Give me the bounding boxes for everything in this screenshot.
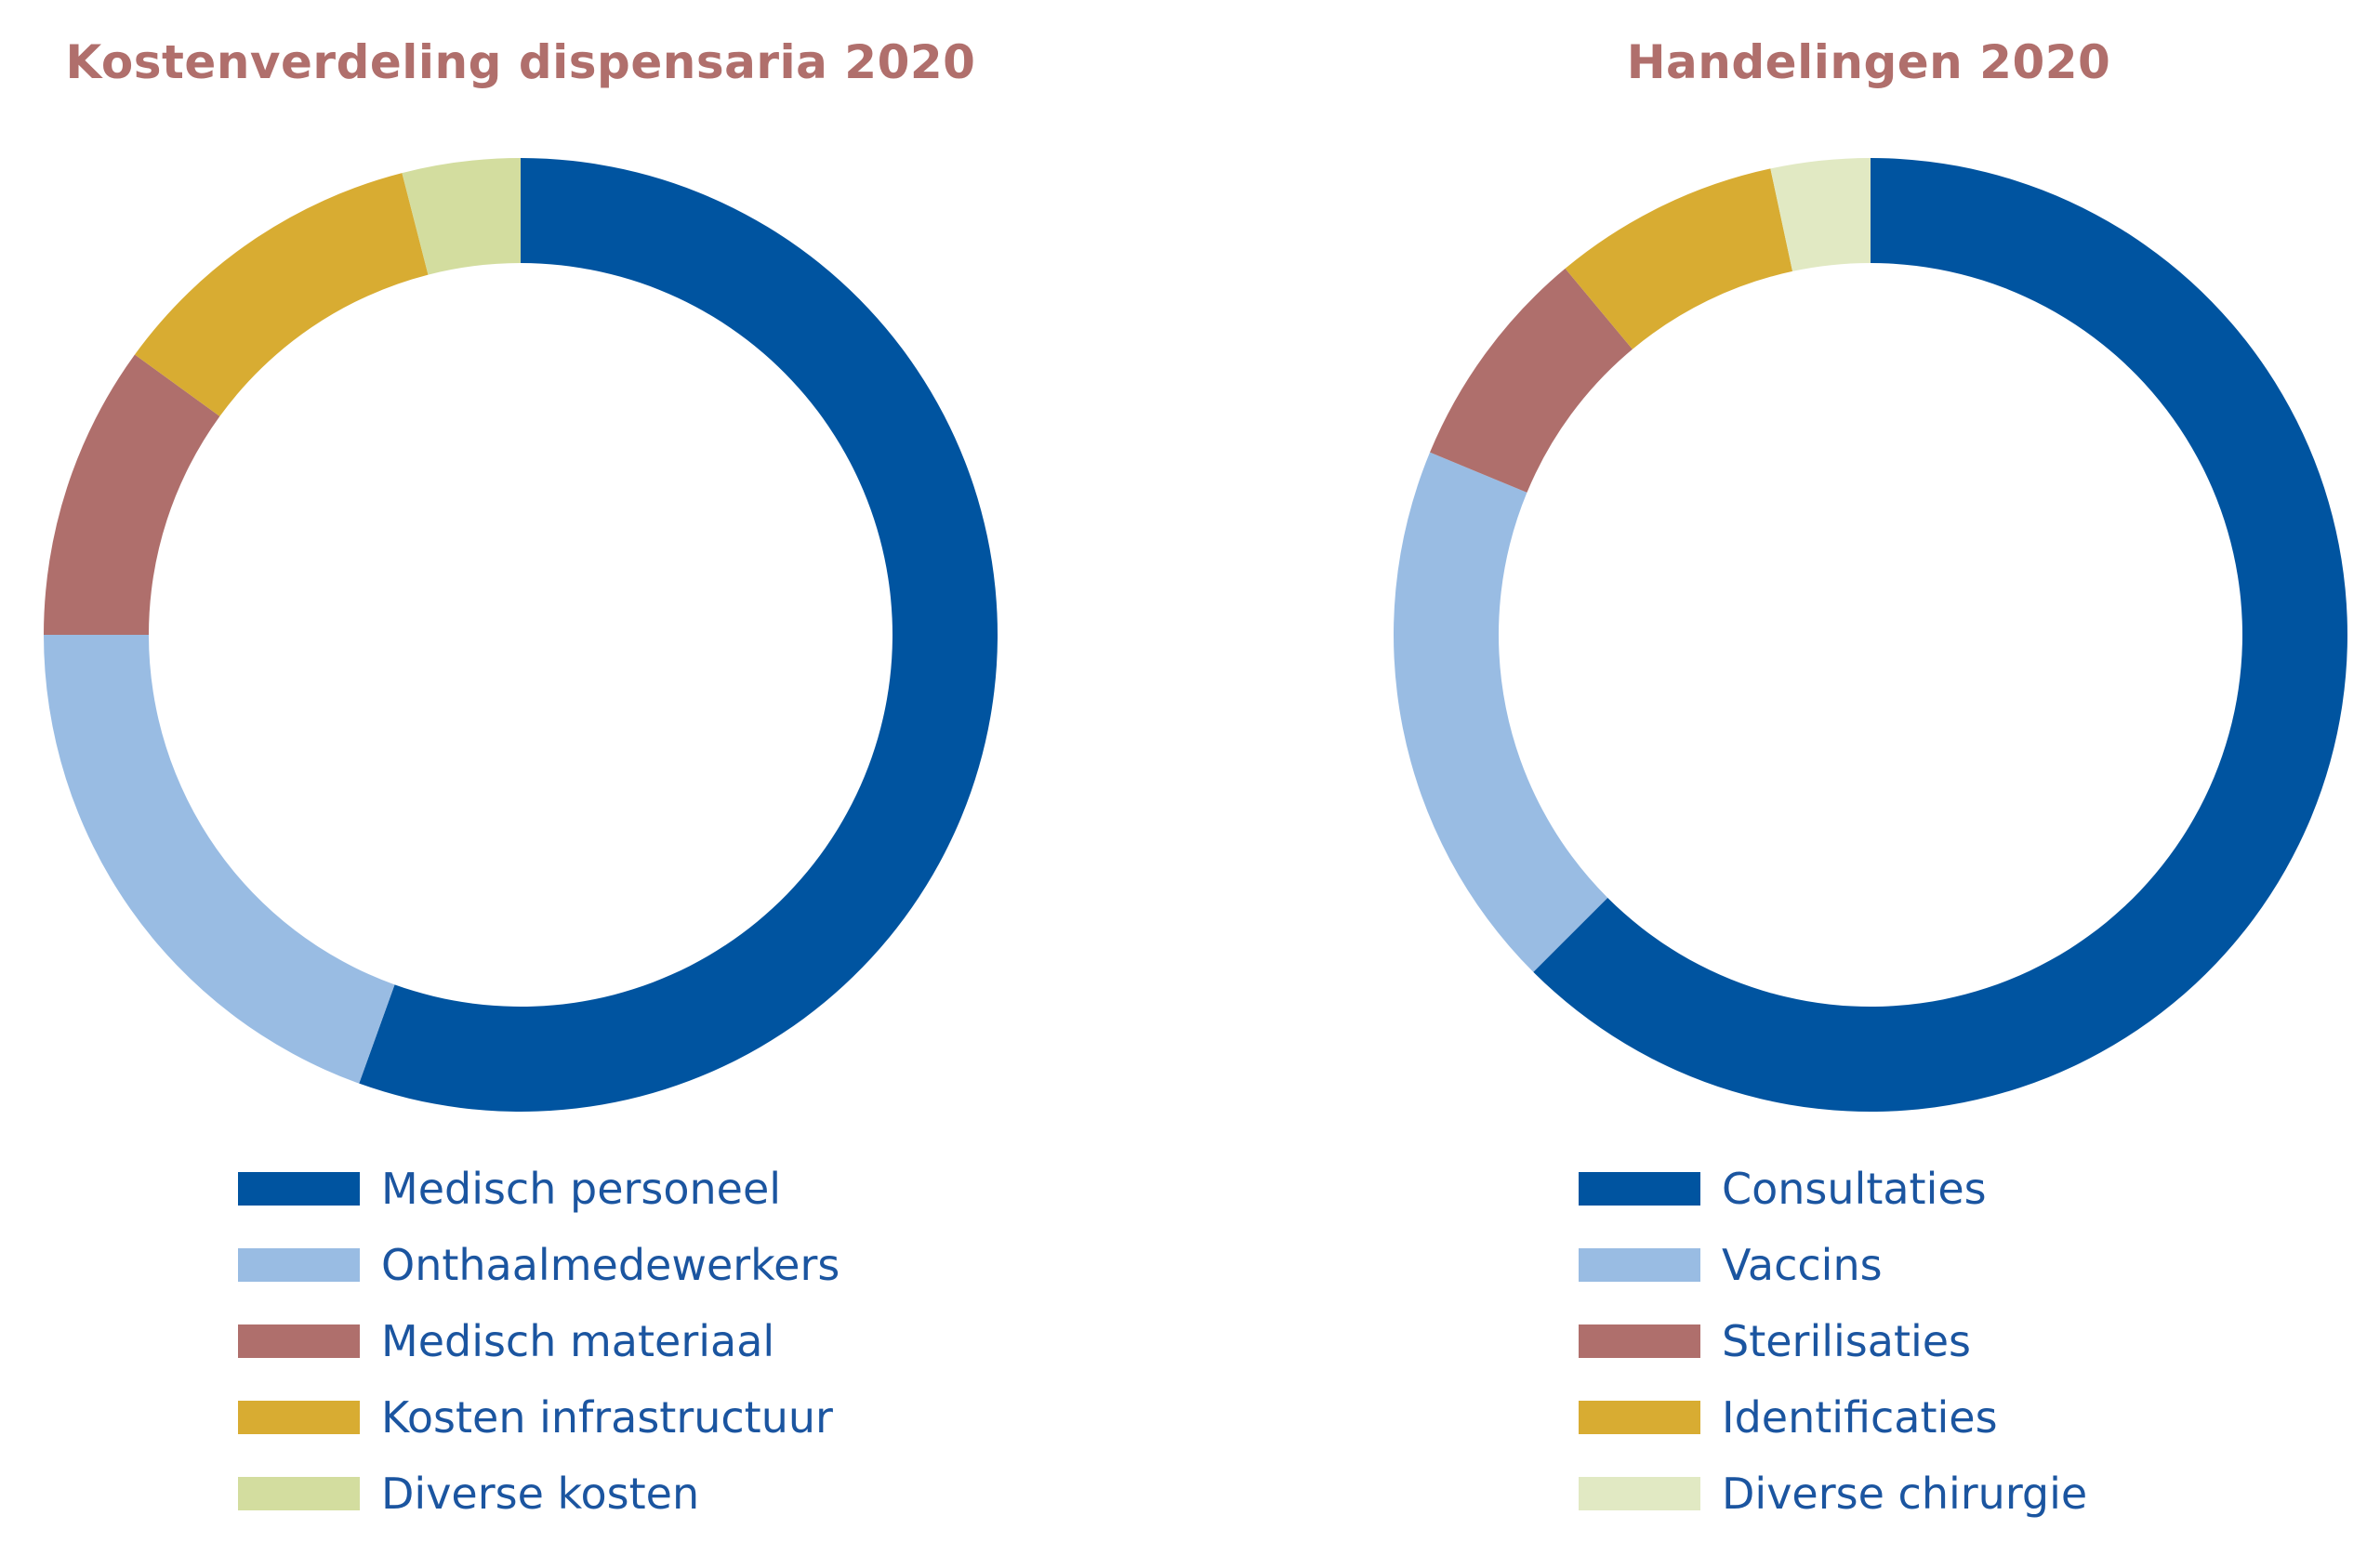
donut-chart-costs [43, 158, 998, 1112]
legend-item-vaccins: Vaccins [1579, 1227, 2087, 1303]
chart-panel-procedures: Handelingen 2020 Consultaties Vaccins St… [1357, 0, 2380, 1555]
legend-swatch-consultaties [1579, 1172, 1700, 1206]
donut-slice-identificaties [1565, 168, 1793, 349]
donut-slice-diverse-chirurgie [1770, 158, 1871, 271]
legend-procedures: Consultaties Vaccins Sterilisaties Ident… [1579, 1151, 2087, 1532]
legend-swatch-medisch-personeel [238, 1172, 360, 1206]
legend-label-onthaalmedewerkers: Onthaalmedewerkers [381, 1240, 840, 1290]
legend-item-consultaties: Consultaties [1579, 1151, 2087, 1227]
legend-swatch-vaccins [1579, 1248, 1700, 1282]
legend-label-vaccins: Vaccins [1722, 1240, 1883, 1290]
legend-swatch-kosten-infrastructuur [238, 1401, 360, 1434]
chart-panel-costs: Kostenverdeling dispensaria 2020 Medisch… [43, 35, 998, 1532]
donut-chart-procedures [1393, 158, 2347, 1112]
donut-slice-onthaalmedewerkers [44, 635, 395, 1084]
legend-label-identificaties: Identificaties [1722, 1392, 1998, 1443]
legend-label-kosten-infrastructuur: Kosten infrastructuur [381, 1392, 833, 1443]
legend-costs: Medisch personeel Onthaalmedewerkers Med… [238, 1151, 840, 1532]
legend-label-diverse-kosten: Diverse kosten [381, 1469, 700, 1519]
legend-item-medisch-personeel: Medisch personeel [238, 1151, 840, 1227]
donut-slice-diverse-kosten [402, 158, 521, 275]
legend-swatch-identificaties [1579, 1401, 1700, 1434]
donut-slice-vaccins [1393, 452, 1608, 972]
legend-item-identificaties: Identificaties [1579, 1379, 2087, 1456]
legend-item-onthaalmedewerkers: Onthaalmedewerkers [238, 1227, 840, 1303]
legend-label-sterilisaties: Sterilisaties [1722, 1316, 1972, 1366]
donut-slice-sterilisaties [1430, 268, 1633, 493]
legend-label-medisch-personeel: Medisch personeel [381, 1164, 782, 1214]
legend-swatch-diverse-kosten [238, 1477, 360, 1510]
legend-label-diverse-chirurgie: Diverse chirurgie [1722, 1469, 2088, 1519]
legend-swatch-medisch-materiaal [238, 1324, 360, 1358]
legend-item-kosten-infrastructuur: Kosten infrastructuur [238, 1379, 840, 1456]
legend-item-diverse-chirurgie: Diverse chirurgie [1579, 1456, 2087, 1532]
legend-swatch-sterilisaties [1579, 1324, 1700, 1358]
legend-swatch-onthaalmedewerkers [238, 1248, 360, 1282]
chart-title-costs: Kostenverdeling dispensaria 2020 [65, 35, 976, 89]
legend-item-diverse-kosten: Diverse kosten [238, 1456, 840, 1532]
legend-item-medisch-materiaal: Medisch materiaal [238, 1303, 840, 1379]
legend-label-consultaties: Consultaties [1722, 1164, 1987, 1214]
donut-slice-medisch-personeel [359, 158, 998, 1112]
donut-slice-consultaties [1533, 158, 2347, 1112]
chart-title-procedures: Handelingen 2020 [1626, 35, 2111, 89]
legend-swatch-diverse-chirurgie [1579, 1477, 1700, 1510]
legend-label-medisch-materiaal: Medisch materiaal [381, 1316, 775, 1366]
donut-slice-kosten-infrastructuur [134, 173, 429, 416]
donut-slice-medisch-materiaal [43, 354, 220, 635]
legend-item-sterilisaties: Sterilisaties [1579, 1303, 2087, 1379]
